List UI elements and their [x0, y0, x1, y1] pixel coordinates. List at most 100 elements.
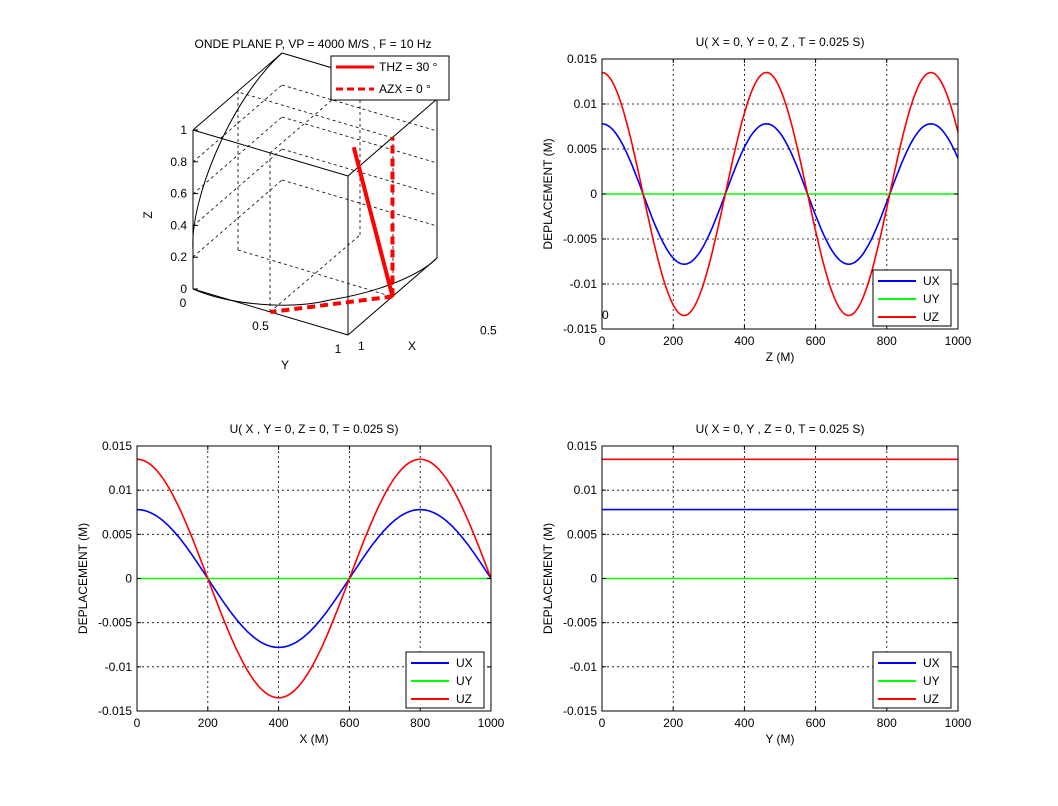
legend-label-thz: THZ = 30 ° — [379, 60, 438, 74]
ytick-label: 0.01 — [109, 483, 133, 497]
xtick-label: 400 — [734, 334, 754, 348]
sphere-arcs — [192, 52, 438, 306]
legend-label-ux: UX — [923, 656, 940, 670]
ytick-label: -0.005 — [563, 232, 597, 246]
series-line-ux — [601, 122, 959, 266]
xtick-label: 0 — [599, 334, 606, 348]
series-line-3d-0 — [351, 146, 395, 298]
series-group — [136, 458, 492, 699]
legend-label-ux: UX — [456, 656, 473, 670]
ytick-label: 0.005 — [567, 527, 597, 541]
x-axis-label: Z (M) — [766, 350, 795, 364]
plot-title: U( X , Y = 0, Z = 0, T = 0.025 S) — [230, 422, 399, 436]
grid-3d — [192, 75, 438, 313]
ytick-label: 0.01 — [574, 483, 598, 497]
legend-label-uy: UY — [923, 292, 940, 306]
ytick-label: -0.01 — [570, 660, 598, 674]
ytick-label: 0.01 — [574, 97, 598, 111]
ytick-label: 0.005 — [567, 142, 597, 156]
xtick-label: 400 — [269, 716, 289, 730]
ticks: 0 200 400 600 800 1000 0.015 0.01 0.005 0 -0.005 -0… — [563, 52, 972, 348]
legend: UX UY UZ — [872, 651, 952, 709]
y-axis-label: DEPLACEMENT (M) — [541, 523, 555, 634]
series-line-uz — [601, 71, 959, 317]
xtick-label: 0 — [134, 716, 141, 730]
ytick-label: 0 — [125, 572, 132, 586]
legend-label-uz: UZ — [456, 692, 472, 706]
xtick-label: 800 — [410, 716, 430, 730]
plot-title: U( X = 0, Y = 0, Z , T = 0.025 S) — [696, 35, 865, 49]
ytick-label: -0.01 — [105, 660, 133, 674]
xtick-label: 800 — [877, 716, 897, 730]
ztick-label: 0 — [180, 282, 187, 296]
xtick-label: 0.5 — [480, 324, 497, 338]
plot-u-vs-z: U( X = 0, Y = 0, Z , T = 0.025 S) 0 200 400… — [541, 35, 972, 364]
series-group — [601, 71, 959, 317]
plot-u-vs-x: U( X , Y = 0, Z = 0, T = 0.025 S) 0 200 400… — [76, 422, 505, 746]
xtick-label: 600 — [806, 334, 826, 348]
legend-label-uz: UZ — [923, 310, 939, 324]
xtick-label: 600 — [806, 716, 826, 730]
y-axis-label: DEPLACEMENT (M) — [76, 523, 90, 634]
x-axis-label: X (M) — [299, 732, 328, 746]
plot-title: U( X = 0, Y , Z = 0, T = 0.025 S) — [696, 422, 865, 436]
ytick-label: 0 — [590, 572, 597, 586]
ytick-label: 0 — [180, 296, 187, 310]
ytick-label: -0.005 — [98, 616, 132, 630]
ytick-label: 0.015 — [567, 439, 597, 453]
ytick-label: -0.015 — [563, 322, 597, 336]
series-line-ux — [136, 508, 492, 649]
ytick-label: 0 — [590, 187, 597, 201]
ytick-label: -0.005 — [563, 616, 597, 630]
y-axis-label: DEPLACEMENT (M) — [541, 138, 555, 249]
legend-label-ux: UX — [923, 274, 940, 288]
series-line-uz — [137, 458, 492, 699]
xtick-label: 1000 — [945, 716, 972, 730]
xtick-label: 200 — [663, 334, 683, 348]
plot-3d-series — [270, 137, 395, 314]
xtick-label: 400 — [734, 716, 754, 730]
xtick-label: 1 — [358, 339, 365, 353]
legend-label-uz: UZ — [923, 692, 939, 706]
xtick-label: 600 — [339, 716, 359, 730]
ticks: 0 200 400 600 800 1000 0.015 0.01 0.005 0 -0.005 -0… — [563, 439, 972, 730]
ytick-label: 0.015 — [567, 52, 597, 66]
ytick-label: 0.005 — [102, 527, 132, 541]
ztick-label: 0.6 — [170, 187, 187, 201]
ytick-label: -0.01 — [570, 277, 598, 291]
plot-3d-ylabel: Y — [281, 358, 289, 372]
xtick-label: 0 — [599, 716, 606, 730]
xtick-label: 200 — [663, 716, 683, 730]
xtick-label: 800 — [877, 334, 897, 348]
plot-3d-xlabel: X — [408, 339, 416, 353]
plot-3d-title: ONDE PLANE P, VP = 4000 M/S , F = 10 Hz — [195, 37, 432, 51]
ztick-label: 1 — [180, 123, 187, 137]
ztick-label: 0.4 — [170, 218, 187, 232]
series-line-3d-1 — [270, 294, 393, 314]
ytick-label: 1 — [335, 342, 342, 356]
xtick-label: 1000 — [478, 716, 505, 730]
plot-u-vs-y: U( X = 0, Y , Z = 0, T = 0.025 S) 0 200 400… — [541, 422, 972, 746]
plot-3d-zlabel: Z — [141, 211, 155, 218]
ytick-label: -0.015 — [98, 704, 132, 718]
legend-label-azx: AZX = 0 ° — [379, 82, 431, 96]
ztick-label: 0.2 — [170, 250, 187, 264]
ytick-label: -0.015 — [563, 704, 597, 718]
plot-3d-wave-direction: ONDE PLANE P, VP = 4000 M/S , F = 10 Hz — [141, 37, 609, 372]
x-axis-label: Y (M) — [765, 732, 794, 746]
plot-3d-legend: THZ = 30 ° AZX = 0 ° — [330, 55, 450, 101]
legend-label-uy: UY — [923, 674, 940, 688]
ticks: 0 200 400 600 800 1000 0.015 0.01 0.005 0 -0.005 -0… — [98, 439, 505, 730]
ytick-label: 0.015 — [102, 439, 132, 453]
xtick-label: 200 — [198, 716, 218, 730]
legend: UX UY UZ — [405, 651, 485, 709]
xtick-label: 1000 — [945, 334, 972, 348]
plot-3d-ticks: 0 0.2 0.4 0.6 0.8 1 0 0.5 1 0 0.5 1 — [170, 123, 609, 356]
series-group — [602, 458, 958, 580]
xtick-label: 0 — [602, 308, 609, 322]
ztick-label: 0.8 — [170, 155, 187, 169]
ytick-label: 0.5 — [252, 319, 269, 333]
legend: UX UY UZ — [872, 269, 952, 327]
legend-label-uy: UY — [456, 674, 473, 688]
